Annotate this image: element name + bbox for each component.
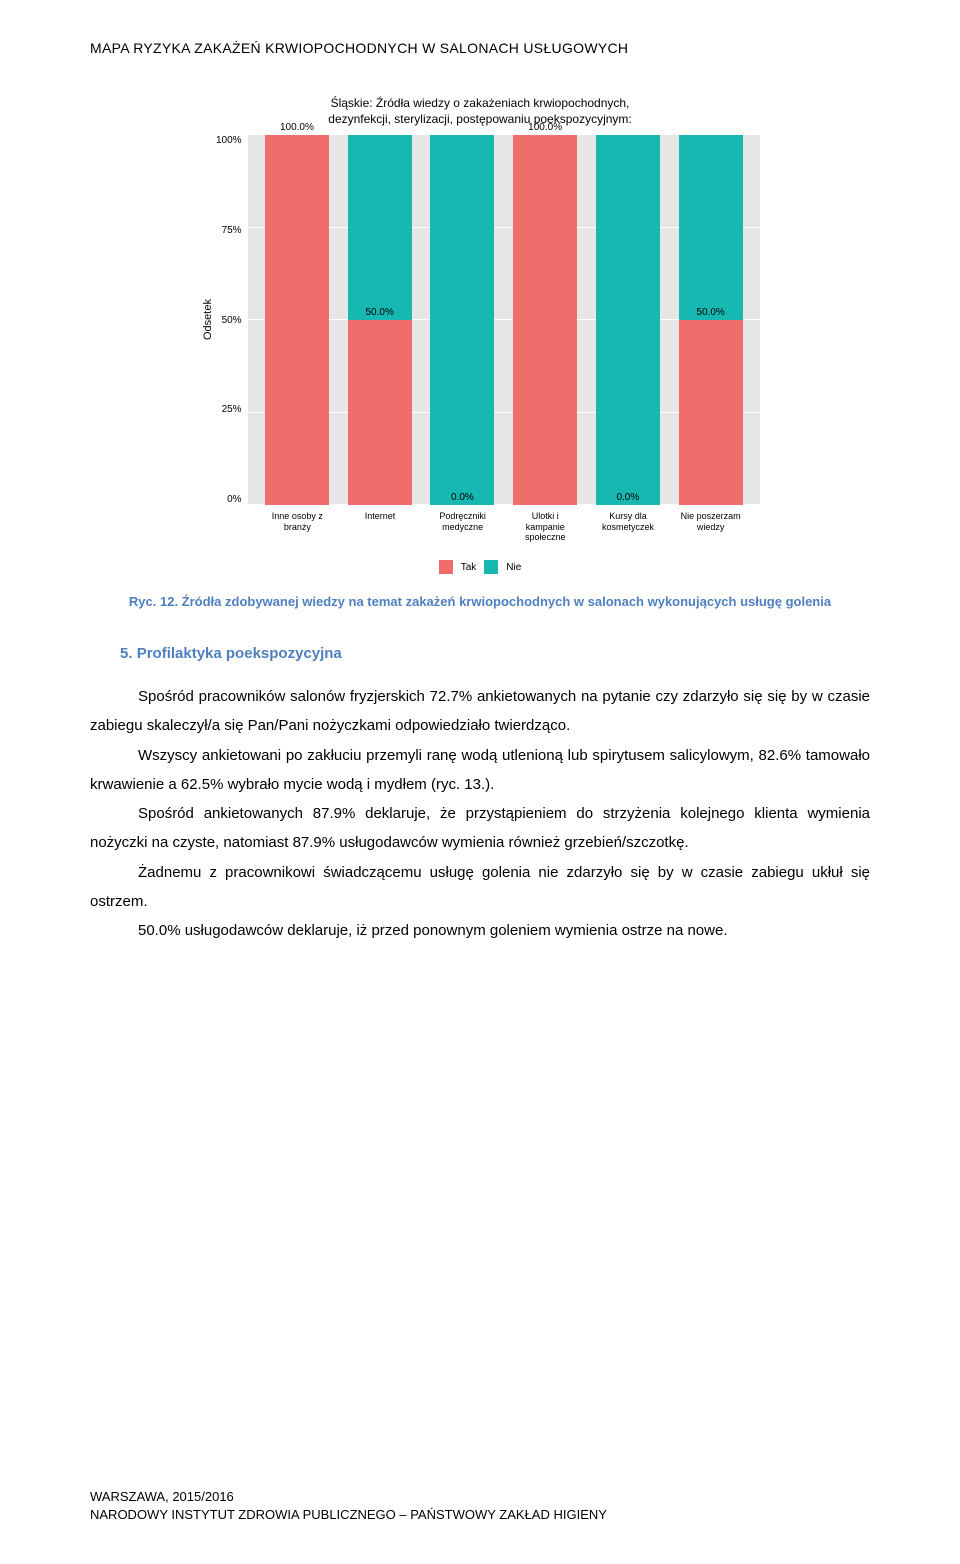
bar-segment-tak	[348, 320, 412, 505]
body-text: Spośród pracowników salonów fryzjerskich…	[90, 682, 870, 945]
paragraph: Spośród ankietowanych 87.9% deklaruje, ż…	[90, 799, 870, 858]
x-axis-label: Kursy dla kosmetyczek	[596, 511, 660, 542]
x-axis-label: Ulotki i kampanie społeczne	[513, 511, 577, 542]
bar-value-label: 100.0%	[513, 122, 577, 133]
footer-line1: WARSZAWA, 2015/2016	[90, 1488, 607, 1506]
figure-caption: Ryc. 12. Źródła zdobywanej wiedzy na tem…	[90, 594, 870, 609]
ytick: 50%	[216, 315, 242, 326]
y-axis-ticks: 100% 75% 50% 25% 0%	[216, 135, 248, 505]
ytick: 75%	[216, 225, 242, 236]
bar-value-label: 0.0%	[596, 492, 660, 503]
chart-legend: Tak Nie	[200, 560, 760, 574]
section-heading: 5. Profilaktyka poekspozycyjna	[90, 645, 870, 662]
footer-line2: NARODOWY INSTYTUT ZDROWIA PUBLICZNEGO – …	[90, 1506, 607, 1524]
bar-segment-tak	[265, 135, 329, 505]
bar-value-label: 50.0%	[348, 307, 412, 318]
bar-segment-nie	[679, 135, 743, 320]
chart-container: Śląskie: Źródła wiedzy o zakażeniach krw…	[200, 96, 760, 574]
x-axis-label: Inne osoby z branży	[265, 511, 329, 542]
bar-column: 100.0%	[265, 135, 329, 505]
section-title: Profilaktyka poekspozycyjna	[137, 645, 342, 662]
x-axis: Inne osoby z branży Internet Podręczniki m…	[200, 505, 760, 542]
bars-group: 100.0% 50.0% 0.0% 100.0% 0.0% 50.0%	[256, 135, 752, 505]
bar-column: 0.0%	[430, 135, 494, 505]
bar-column: 50.0%	[348, 135, 412, 505]
paragraph: 50.0% usługodawców deklaruje, iż przed p…	[90, 916, 870, 945]
bar-segment-tak	[513, 135, 577, 505]
bar-segment-nie	[348, 135, 412, 320]
legend-label-tak: Tak	[461, 562, 477, 573]
legend-swatch-nie	[484, 560, 498, 574]
x-axis-label: Internet	[348, 511, 412, 542]
legend-label-nie: Nie	[506, 562, 521, 573]
paragraph: Żadnemu z pracownikowi świadczącemu usłu…	[90, 858, 870, 917]
y-axis-label: Odsetek	[200, 135, 216, 505]
plot-area: 100.0% 50.0% 0.0% 100.0% 0.0% 50.0%	[248, 135, 760, 505]
bar-column: 100.0%	[513, 135, 577, 505]
ytick: 0%	[216, 494, 242, 505]
ytick: 25%	[216, 404, 242, 415]
page-header: MAPA RYZYKA ZAKAŻEŃ KRWIOPOCHODNYCH W SA…	[90, 40, 870, 56]
page-footer: WARSZAWA, 2015/2016 NARODOWY INSTYTUT ZD…	[90, 1488, 607, 1524]
x-axis-label: Nie poszerzam wiedzy	[679, 511, 743, 542]
chart-title-line2: dezynfekcji, sterylizacji, postępowaniu …	[328, 112, 631, 126]
bar-column: 50.0%	[679, 135, 743, 505]
legend-swatch-tak	[439, 560, 453, 574]
bar-segment-tak	[679, 320, 743, 505]
x-axis-label: Podręczniki medyczne	[431, 511, 495, 542]
ytick: 100%	[216, 135, 242, 146]
paragraph: Spośród pracowników salonów fryzjerskich…	[90, 682, 870, 741]
bar-segment-nie	[430, 135, 494, 505]
bar-value-label: 0.0%	[430, 492, 494, 503]
bar-column: 0.0%	[596, 135, 660, 505]
paragraph: Wszyscy ankietowani po zakłuciu przemyli…	[90, 741, 870, 800]
bar-value-label: 50.0%	[679, 307, 743, 318]
chart-title-line1: Śląskie: Źródła wiedzy o zakażeniach krw…	[331, 96, 630, 110]
bar-segment-nie	[596, 135, 660, 505]
bar-value-label: 100.0%	[265, 122, 329, 133]
section-number: 5.	[120, 645, 133, 662]
chart-area: Odsetek 100% 75% 50% 25% 0% 100.0% 50.0% 0…	[200, 135, 760, 505]
